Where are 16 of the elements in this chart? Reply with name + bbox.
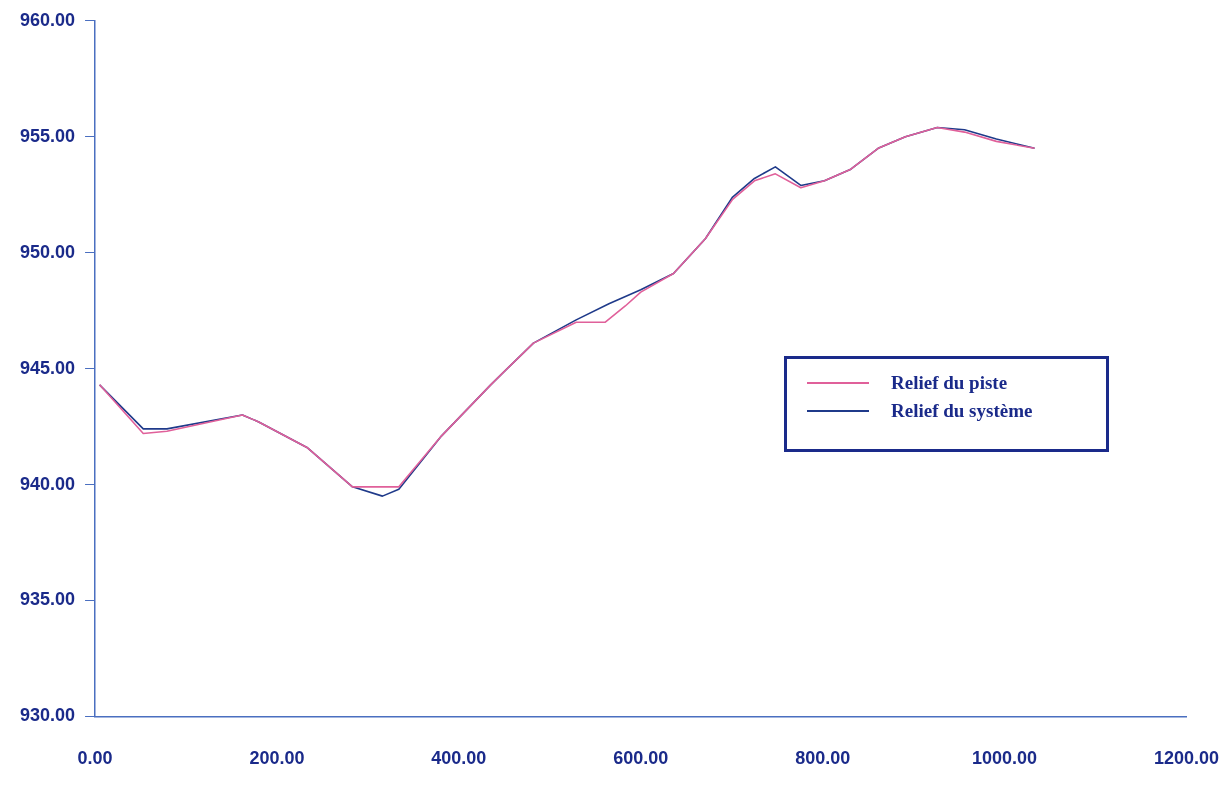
x-tick-label: 200.00 bbox=[249, 748, 305, 769]
y-tick-label: 930.00 bbox=[19, 705, 76, 726]
legend-label: Relief du système bbox=[891, 400, 1033, 422]
legend-label: Relief du piste bbox=[891, 372, 1008, 394]
x-tick-label: 1200.00 bbox=[1153, 748, 1220, 769]
x-tick-label: 800.00 bbox=[795, 748, 851, 769]
y-tick-label: 955.00 bbox=[19, 125, 76, 146]
y-tick-label: 935.00 bbox=[19, 589, 76, 610]
x-tick-label: 600.00 bbox=[613, 748, 669, 769]
y-tick-label: 950.00 bbox=[19, 241, 76, 262]
y-tick-label: 960.00 bbox=[19, 9, 76, 30]
x-tick-label: 0.00 bbox=[77, 748, 113, 769]
x-tick-label: 400.00 bbox=[431, 748, 487, 769]
x-tick-label: 1000.00 bbox=[972, 748, 1038, 769]
y-tick-label: 945.00 bbox=[19, 357, 76, 378]
y-tick-label: 940.00 bbox=[19, 473, 76, 494]
